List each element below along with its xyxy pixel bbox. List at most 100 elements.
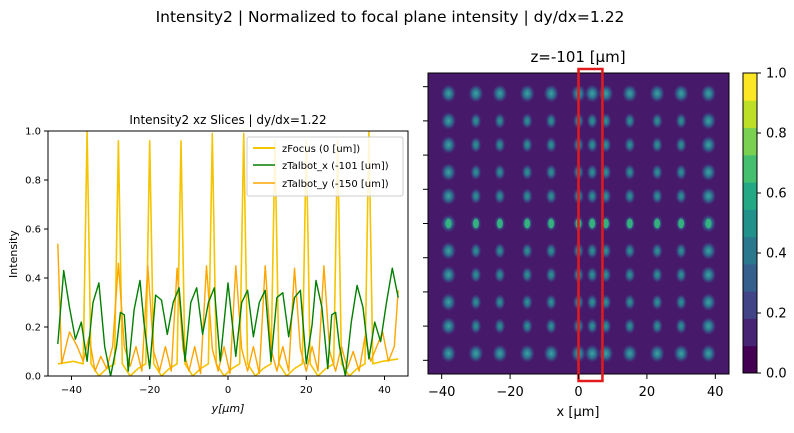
line-chart-title: Intensity2 xz Slices | dy/dx=1.22: [129, 113, 326, 127]
heatmap-spot: [700, 344, 716, 363]
heatmap-spot: [624, 294, 636, 311]
colorbar-level: [743, 73, 757, 101]
heatmap-spot: [673, 344, 689, 363]
heatmap-spot: [494, 242, 506, 259]
heatmap-spot: [586, 164, 598, 181]
heatmap-spot-core: [678, 218, 685, 229]
legend-label-ztalbot-y: zTalbot_y (-150 [um]): [282, 179, 389, 190]
heatmap-spot-core: [626, 218, 633, 229]
colorbar-level: [743, 209, 757, 238]
colorbar-tick-label: 0.0: [766, 367, 787, 382]
heatmap-spot: [441, 317, 457, 336]
heatmap-spot: [521, 294, 533, 311]
heatmap-spot: [543, 344, 559, 363]
legend-label-zfocus: zFocus (0 [um]): [282, 144, 360, 155]
heatmap-spot: [470, 136, 482, 153]
heatmap-spot: [521, 112, 533, 129]
heatmap-spot: [441, 344, 457, 363]
heatmap-spot: [673, 84, 689, 103]
heatmap-spot: [622, 344, 638, 363]
heatmap-spot: [470, 242, 482, 259]
x-tick-label: 20: [300, 385, 313, 396]
heatmap-spot: [521, 242, 533, 259]
colorbar-level: [743, 100, 757, 129]
heatmap-spot: [441, 163, 457, 182]
heatmap-spot: [494, 294, 506, 311]
y-tick-label: 0.4: [25, 274, 41, 285]
heatmap-spot: [624, 318, 636, 335]
heatmap-spot: [700, 135, 716, 154]
colorbar-tick-label: 0.4: [766, 247, 787, 262]
heatmap-spot: [586, 136, 598, 153]
heatmap-spot: [700, 241, 716, 260]
heatmap-spot: [492, 84, 508, 103]
heatmap-spot: [586, 266, 598, 283]
heatmap-spot: [470, 318, 482, 335]
x-tick-label: −40: [61, 385, 82, 396]
heatmap-xlabel: x [μm]: [557, 405, 600, 420]
heatmap-spot: [675, 112, 687, 129]
heatmap-spot: [700, 187, 716, 206]
heatmap-spot: [470, 294, 482, 311]
heatmap-spot: [545, 242, 557, 259]
colorbar-level: [743, 345, 757, 374]
heatmap-spot: [651, 294, 663, 311]
line-chart: Intensity2 xz Slices | dy/dx=1.22 −40 −20…: [7, 113, 409, 415]
heatmap-spot: [598, 344, 614, 363]
heatmap-spot: [651, 136, 663, 153]
y-tick-label: 0.6: [25, 225, 41, 236]
heatmap-spot: [492, 344, 508, 363]
colorbar-level: [743, 127, 757, 156]
x-tick-label: 40: [378, 385, 391, 396]
heatmap-spot: [649, 84, 665, 103]
heatmap-spot: [584, 84, 600, 103]
x-tick-label: 0: [225, 385, 231, 396]
heatmap-spot-core: [589, 218, 596, 229]
heatmap-spot: [521, 164, 533, 181]
heatmap-spot: [521, 266, 533, 283]
heatmap-spot: [494, 318, 506, 335]
heatmap-spot: [624, 164, 636, 181]
colorbar-tick-label: 0.6: [766, 187, 787, 202]
heatmap-spot: [521, 318, 533, 335]
heatmap-spot: [675, 136, 687, 153]
colorbar-levels: [743, 73, 757, 374]
line-chart-xlabel: y[μm]: [211, 402, 245, 415]
heatmap-chart: z=-101 [μm] −40 −20 0 20 40 x [μm]: [423, 48, 730, 420]
y-tick-label: 0.8: [25, 176, 41, 187]
colorbar-level: [743, 154, 757, 183]
series-line-2: [57, 243, 399, 375]
heatmap-spot: [700, 84, 716, 103]
y-tick-label: 0.2: [25, 323, 41, 334]
heatmap-spot: [494, 188, 506, 205]
heatmap-spot: [494, 112, 506, 129]
colorbar: 0.0 0.2 0.4 0.6 0.8 1.0: [742, 67, 787, 382]
figure-suptitle: Intensity2 | Normalized to focal plane i…: [156, 8, 625, 26]
heatmap-x-ticks: −40 −20 0 20 40: [428, 374, 724, 400]
heatmap-spot: [624, 242, 636, 259]
heatmap-spot: [441, 241, 457, 260]
heatmap-spot: [470, 188, 482, 205]
heatmap-spot: [700, 265, 716, 284]
colorbar-level: [743, 182, 757, 210]
heatmap-spot: [494, 136, 506, 153]
heatmap-spot: [651, 164, 663, 181]
heatmap-spot-core: [705, 218, 712, 229]
heatmap-spot: [470, 266, 482, 283]
heatmap-spot: [675, 188, 687, 205]
heatmap-spot: [494, 266, 506, 283]
heatmap-spot: [651, 242, 663, 259]
heatmap-spot: [700, 111, 716, 130]
x-tick-label: −20: [139, 385, 160, 396]
heatmap-spot-core: [472, 218, 479, 229]
heatmap-spot: [624, 112, 636, 129]
heatmap-spot: [519, 344, 535, 363]
heatmap-spot: [586, 242, 598, 259]
heatmap-spot: [441, 84, 457, 103]
colorbar-level: [743, 318, 757, 347]
heatmap-spot: [586, 318, 598, 335]
colorbar-level: [743, 291, 757, 319]
heatmap-spot: [651, 188, 663, 205]
colorbar-tick-label: 0.2: [766, 307, 787, 322]
